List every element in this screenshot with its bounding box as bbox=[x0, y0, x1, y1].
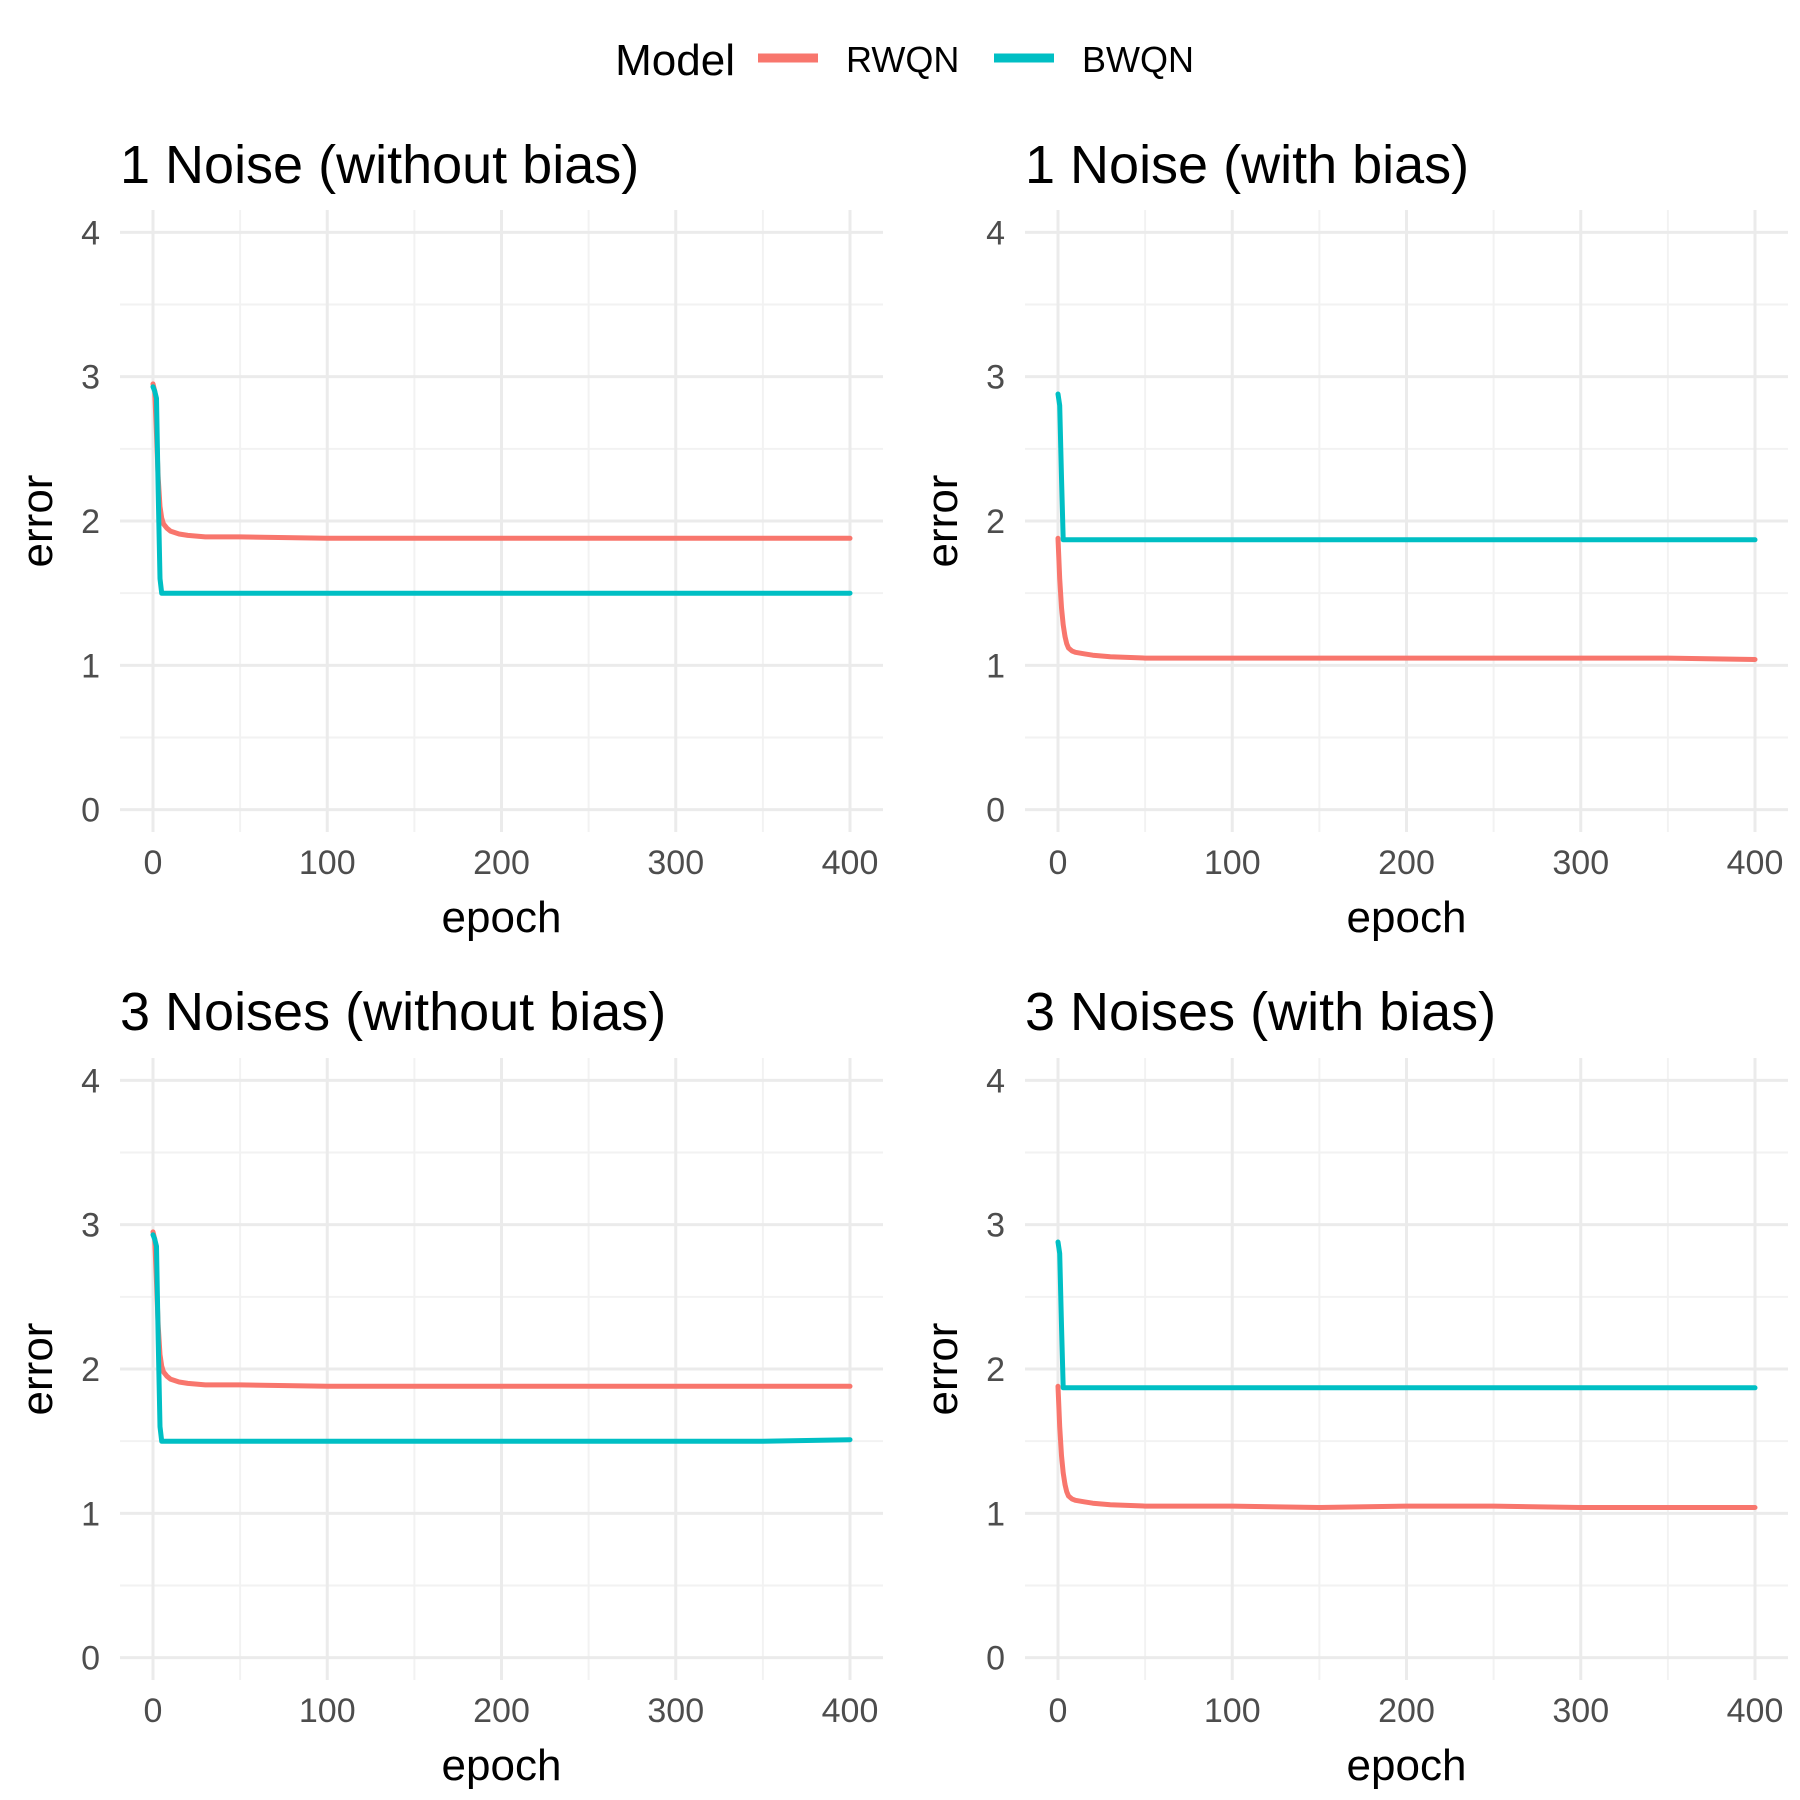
y-tick-label: 4 bbox=[986, 1062, 1005, 1100]
y-tick-label: 4 bbox=[986, 214, 1005, 252]
x-tick-label: 300 bbox=[1552, 1692, 1609, 1730]
y-axis-label: error bbox=[13, 1323, 62, 1416]
legend-label-bwqn: BWQN bbox=[1082, 39, 1194, 80]
panel-title: 3 Noises (without bias) bbox=[120, 982, 666, 1042]
x-tick-label: 400 bbox=[1727, 844, 1784, 882]
panel-title: 3 Noises (with bias) bbox=[1025, 982, 1496, 1042]
y-tick-label: 1 bbox=[986, 647, 1005, 685]
x-tick-label: 100 bbox=[1204, 1692, 1261, 1730]
y-tick-label: 3 bbox=[81, 1207, 100, 1245]
y-tick-label: 2 bbox=[81, 503, 100, 541]
chart-panel-2: 0 100 200 300 400 0 1 2 3 4 1 Noise (with bias) epo… bbox=[918, 135, 1788, 942]
x-tick-label: 200 bbox=[1378, 1692, 1435, 1730]
y-tick-label: 4 bbox=[81, 214, 100, 252]
y-tick-label: 0 bbox=[986, 1640, 1005, 1678]
x-axis-label: epoch bbox=[442, 893, 562, 942]
x-axis-label: epoch bbox=[1347, 1741, 1467, 1790]
y-tick-label: 0 bbox=[81, 1640, 100, 1678]
x-tick-label: 200 bbox=[473, 844, 530, 882]
y-tick-label: 2 bbox=[986, 1351, 1005, 1389]
x-tick-label: 300 bbox=[1552, 844, 1609, 882]
chart-panel-4: 0 100 200 300 400 0 1 2 3 4 3 Noises (with bias) ep… bbox=[918, 982, 1788, 1790]
legend-label-rwqn: RWQN bbox=[846, 39, 959, 80]
y-tick-label: 1 bbox=[986, 1495, 1005, 1533]
x-tick-label: 100 bbox=[299, 1692, 356, 1730]
x-tick-label: 0 bbox=[1049, 1692, 1068, 1730]
y-tick-label: 0 bbox=[986, 792, 1005, 830]
legend-title: Model bbox=[615, 36, 735, 85]
series-line-bwqn bbox=[1055, 1239, 1758, 1391]
series-line-bwqn bbox=[150, 384, 853, 596]
x-tick-label: 400 bbox=[822, 844, 879, 882]
y-axis-label: error bbox=[918, 475, 967, 568]
chart-panel-3: 0 100 200 300 400 0 1 2 3 4 3 Noises (without bias… bbox=[13, 982, 883, 1790]
series-line-rwqn bbox=[1055, 1383, 1758, 1510]
y-tick-label: 2 bbox=[81, 1351, 100, 1389]
y-tick-label: 1 bbox=[81, 647, 100, 685]
x-tick-label: 400 bbox=[822, 1692, 879, 1730]
x-tick-label: 200 bbox=[1378, 844, 1435, 882]
x-axis-label: epoch bbox=[442, 1741, 562, 1790]
y-tick-label: 3 bbox=[81, 359, 100, 397]
x-tick-label: 400 bbox=[1727, 1692, 1784, 1730]
series-line-bwqn bbox=[1055, 391, 1758, 543]
y-tick-label: 0 bbox=[81, 792, 100, 830]
x-tick-label: 300 bbox=[647, 1692, 704, 1730]
x-tick-label: 200 bbox=[473, 1692, 530, 1730]
y-tick-label: 3 bbox=[986, 1207, 1005, 1245]
y-tick-label: 3 bbox=[986, 359, 1005, 397]
x-tick-label: 300 bbox=[647, 844, 704, 882]
panel-title: 1 Noise (without bias) bbox=[120, 135, 639, 195]
legend: Model RWQN BWQN bbox=[615, 36, 1194, 85]
x-tick-label: 0 bbox=[1049, 844, 1068, 882]
x-tick-label: 0 bbox=[144, 844, 163, 882]
x-tick-label: 100 bbox=[1204, 844, 1261, 882]
y-tick-label: 4 bbox=[81, 1062, 100, 1100]
x-axis-label: epoch bbox=[1347, 893, 1467, 942]
series-line-rwqn bbox=[1055, 535, 1758, 662]
series-line-bwqn bbox=[150, 1232, 853, 1444]
x-tick-label: 0 bbox=[144, 1692, 163, 1730]
y-tick-label: 2 bbox=[986, 503, 1005, 541]
y-axis-label: error bbox=[918, 1323, 967, 1416]
y-axis-label: error bbox=[13, 475, 62, 568]
panel-title: 1 Noise (with bias) bbox=[1025, 135, 1469, 195]
x-tick-label: 100 bbox=[299, 844, 356, 882]
y-tick-label: 1 bbox=[81, 1495, 100, 1533]
chart-panel-1: 0 100 200 300 400 0 1 2 3 4 1 Noise (without bias)… bbox=[13, 135, 883, 942]
